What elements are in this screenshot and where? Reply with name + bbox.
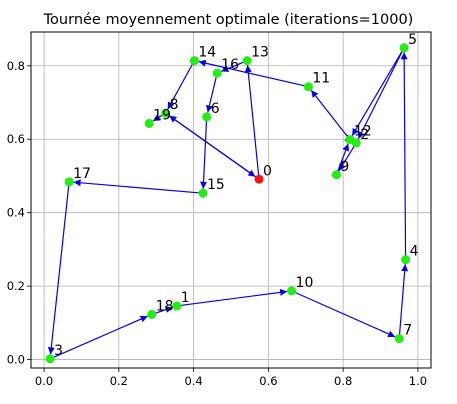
point-9	[331, 170, 341, 180]
point-8	[161, 108, 171, 118]
grid-lines	[31, 32, 431, 368]
x-tick-label: 0.0	[35, 374, 53, 388]
point-label-10: 10	[296, 275, 314, 291]
point-5	[399, 43, 409, 53]
point-10	[287, 286, 297, 296]
chart-title: Tournée moyennement optimale (iterations…	[43, 12, 414, 28]
point-label-1: 1	[181, 290, 190, 306]
y-tick-label: 0.8	[7, 59, 25, 73]
point-4	[401, 255, 411, 265]
route-segment-10-7	[291, 290, 396, 338]
point-1	[172, 301, 182, 311]
route-segment-17-3	[47, 181, 70, 355]
point-label-19: 19	[153, 107, 171, 123]
route-segment-0-13	[244, 65, 260, 180]
point-13	[242, 56, 252, 66]
point-16	[212, 68, 222, 78]
route-segment-6-15	[200, 116, 208, 189]
point-label-15: 15	[207, 177, 225, 193]
point-6	[202, 112, 212, 122]
x-tick-label: 0.2	[110, 374, 128, 388]
route-segment-13-16	[221, 60, 248, 72]
x-tick-label: 0.8	[334, 374, 352, 388]
point-15	[198, 188, 208, 198]
point-3	[45, 354, 55, 364]
y-tick-label: 0.2	[7, 279, 25, 293]
route-segment-7-4	[398, 264, 409, 339]
point-label-2: 2	[360, 127, 369, 143]
point-7	[394, 334, 404, 344]
point-label-7: 7	[403, 323, 412, 339]
point-label-16: 16	[221, 57, 239, 73]
point-label-4: 4	[410, 244, 419, 260]
route-segment-9-12	[335, 143, 350, 176]
point-19	[144, 118, 154, 128]
route-segment-4-5	[400, 52, 408, 260]
point-label-18: 18	[156, 298, 174, 314]
point-label-12: 12	[354, 124, 372, 140]
route-lines	[47, 47, 409, 360]
point-label-5: 5	[408, 32, 417, 48]
y-tick-label: 0.0	[7, 353, 25, 367]
point-18	[147, 309, 157, 319]
point-label-11: 11	[312, 71, 330, 87]
route-segment-3-18	[49, 315, 148, 360]
point-label-9: 9	[340, 159, 349, 175]
point-label-13: 13	[251, 45, 269, 61]
point-label-17: 17	[73, 166, 91, 182]
point-0	[254, 174, 264, 184]
route-segment-16-6	[205, 72, 218, 113]
plot-frame	[30, 31, 432, 369]
route-segment-14-8	[167, 60, 195, 110]
route-points	[45, 43, 411, 364]
y-tick-label: 0.4	[7, 206, 25, 220]
route-segment-2-9	[338, 142, 357, 172]
route-segment-15-17	[73, 179, 204, 194]
point-label-0: 0	[263, 163, 272, 179]
route-segment-0-8	[168, 115, 260, 180]
point-label-3: 3	[54, 343, 63, 359]
axis-ticks: 0.0 0.2 0.4 0.6 0.8 1.0 0.0 0.2 0.4 0.6 0.8	[7, 59, 427, 388]
point-17	[64, 177, 74, 187]
route-segment-5-2	[357, 47, 405, 140]
route-segment-5-12	[351, 47, 405, 137]
point-label-6: 6	[211, 101, 220, 117]
point-14	[189, 56, 199, 66]
route-segment-1-10	[176, 288, 288, 307]
route-segment-12-11	[310, 89, 351, 140]
x-tick-label: 0.6	[259, 374, 277, 388]
y-tick-label: 0.6	[7, 132, 25, 146]
point-11	[303, 82, 313, 92]
point-label-14: 14	[198, 45, 216, 61]
route-segment-11-14	[198, 59, 309, 88]
x-tick-label: 0.4	[184, 374, 202, 388]
point-12	[345, 135, 355, 145]
point-label-8: 8	[170, 97, 179, 113]
x-tick-label: 1.0	[409, 374, 427, 388]
